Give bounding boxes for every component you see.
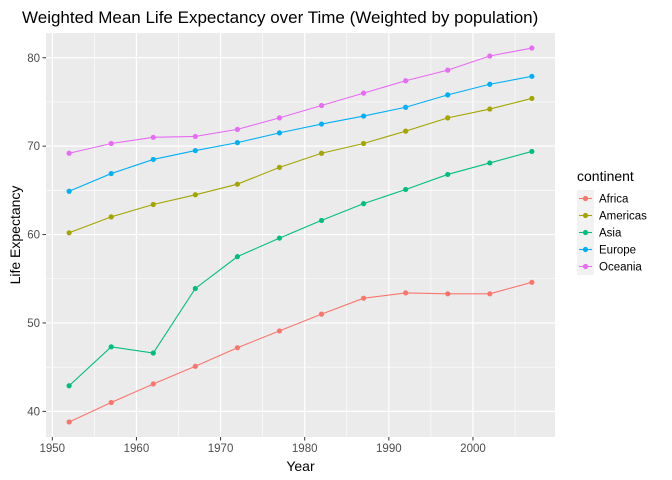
legend-label-asia: Asia xyxy=(599,228,622,240)
data-point-europe xyxy=(318,121,325,127)
data-point-europe xyxy=(403,104,409,110)
data-point-africa xyxy=(150,381,156,387)
legend-key-point-oceania xyxy=(582,263,589,270)
major-gridlines xyxy=(46,33,555,437)
data-point-europe xyxy=(150,156,156,163)
data-point-americas xyxy=(234,181,241,187)
data-point-americas xyxy=(276,164,283,170)
x-tick-label: 2000 xyxy=(460,443,486,455)
data-point-asia xyxy=(318,217,325,224)
data-point-asia xyxy=(66,383,72,389)
legend: continent Africa Americas Asia Europe Oceani… xyxy=(577,168,647,275)
x-tick-label: 1950 xyxy=(40,443,66,455)
data-point-asia xyxy=(529,148,535,155)
data-point-oceania xyxy=(445,67,451,73)
data-point-asia xyxy=(234,254,241,260)
x-axis-ticks: 1950 1960 1970 1980 1990 2000 xyxy=(40,437,486,455)
data-point-americas xyxy=(403,128,409,134)
data-point-africa xyxy=(192,363,198,369)
data-point-americas xyxy=(529,95,535,102)
data-point-oceania xyxy=(192,133,198,140)
data-point-oceania xyxy=(234,126,241,132)
y-tick-label: 60 xyxy=(27,230,40,242)
x-tick-label: 1970 xyxy=(208,443,234,455)
data-point-africa xyxy=(276,328,283,334)
series-line-asia xyxy=(68,150,533,387)
data-point-asia xyxy=(360,201,367,207)
series-line-oceania xyxy=(69,47,532,154)
series-line-americas xyxy=(68,97,532,234)
data-point-africa xyxy=(234,345,241,351)
data-point-europe xyxy=(108,170,114,177)
data-point-americas xyxy=(487,106,493,112)
chart-title: Weighted Mean Life Expectancy over Time … xyxy=(22,8,538,27)
y-axis-ticks: 40 50 60 70 80 xyxy=(27,53,46,418)
data-point-americas xyxy=(150,201,156,208)
data-point-africa xyxy=(66,419,72,425)
data-point-africa xyxy=(108,399,114,406)
data-point-asia xyxy=(192,285,198,292)
data-point-americas xyxy=(108,214,114,220)
legend-label-americas: Americas xyxy=(599,211,647,223)
y-tick-label: 70 xyxy=(27,141,40,153)
series-layer xyxy=(66,45,535,425)
data-point-americas xyxy=(66,230,72,236)
data-point-oceania xyxy=(403,78,409,84)
y-tick-label: 80 xyxy=(27,53,40,65)
data-point-europe xyxy=(529,73,535,79)
data-point-africa xyxy=(529,279,535,285)
data-point-oceania xyxy=(529,45,535,51)
data-point-asia xyxy=(487,160,493,166)
data-point-africa xyxy=(445,291,451,297)
legend-key-point-europe xyxy=(582,246,589,253)
legend-title: continent xyxy=(577,168,634,184)
data-point-africa xyxy=(487,291,493,297)
data-point-oceania xyxy=(108,140,114,147)
x-tick-label: 1980 xyxy=(292,443,318,455)
legend-label-europe: Europe xyxy=(599,245,636,257)
data-point-asia xyxy=(108,344,114,350)
data-point-africa xyxy=(403,290,409,296)
data-point-americas xyxy=(360,140,367,147)
data-point-oceania xyxy=(150,134,156,140)
data-point-europe xyxy=(487,81,493,87)
data-point-europe xyxy=(445,92,451,98)
data-point-africa xyxy=(318,311,325,317)
data-point-europe xyxy=(66,188,72,194)
data-point-europe xyxy=(234,140,241,146)
x-axis-title: Year xyxy=(286,458,315,474)
legend-key-point-asia xyxy=(582,229,589,236)
y-axis-title: Life Expectancy xyxy=(7,186,23,285)
legend-label-africa: Africa xyxy=(599,194,629,206)
data-point-asia xyxy=(150,350,156,356)
data-point-asia xyxy=(403,186,409,193)
data-point-europe xyxy=(276,130,283,136)
data-point-oceania xyxy=(276,115,283,121)
data-point-europe xyxy=(192,147,198,154)
series-line-africa xyxy=(68,281,533,423)
data-point-europe xyxy=(360,113,367,119)
x-tick-label: 1990 xyxy=(376,443,402,455)
data-point-asia xyxy=(276,235,283,241)
series-line-europe xyxy=(68,75,532,192)
y-tick-label: 40 xyxy=(27,406,40,418)
legend-label-oceania: Oceania xyxy=(599,262,642,274)
data-point-oceania xyxy=(318,102,325,109)
x-tick-label: 1960 xyxy=(124,443,150,455)
data-point-africa xyxy=(360,295,367,301)
data-point-americas xyxy=(318,150,325,156)
data-point-americas xyxy=(445,115,451,121)
data-point-oceania xyxy=(487,53,493,59)
data-point-oceania xyxy=(360,90,367,96)
y-tick-label: 50 xyxy=(27,318,40,330)
data-point-asia xyxy=(445,171,451,178)
data-point-oceania xyxy=(66,150,72,156)
legend-key-point-americas xyxy=(582,212,589,219)
data-point-americas xyxy=(192,192,198,198)
legend-key-point-africa xyxy=(582,195,589,202)
